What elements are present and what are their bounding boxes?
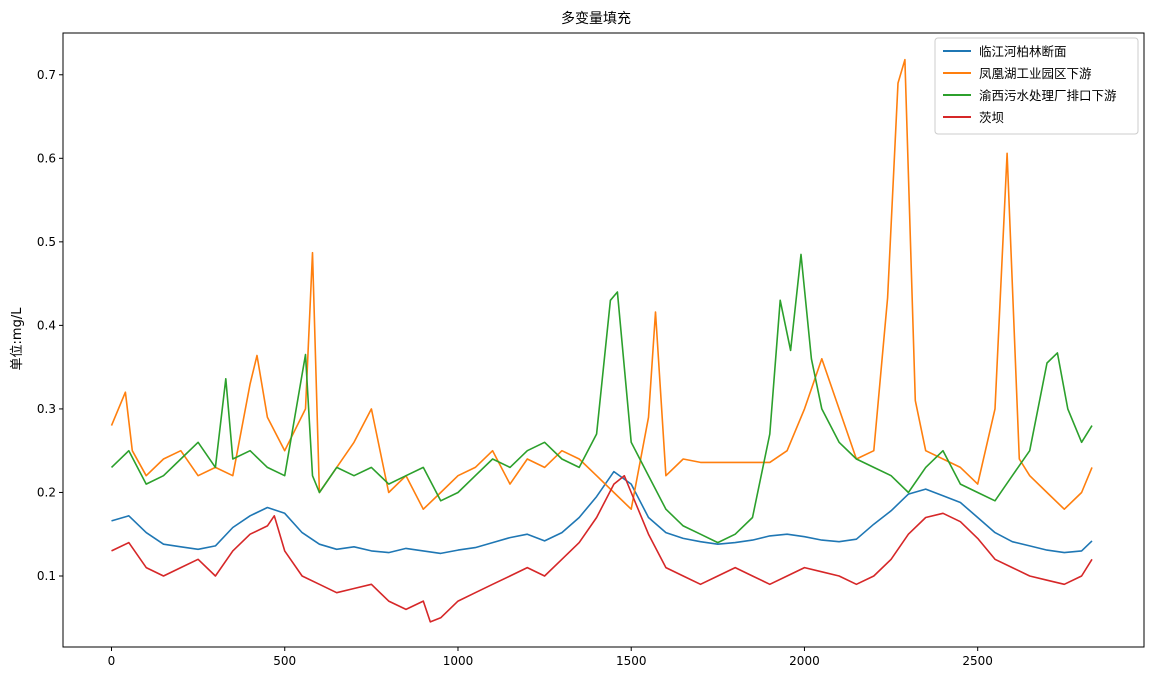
legend-label: 临江河柏林断面 xyxy=(979,44,1067,59)
y-tick-label: 0.5 xyxy=(37,235,56,249)
x-tick-label: 2000 xyxy=(789,654,820,668)
y-tick-label: 0.3 xyxy=(37,402,56,416)
y-tick-label: 0.7 xyxy=(37,68,56,82)
x-tick-label: 1000 xyxy=(443,654,474,668)
legend-label: 茨坝 xyxy=(979,110,1004,125)
series-layer xyxy=(110,58,1093,623)
series-line-3 xyxy=(110,253,1093,544)
series-line-2 xyxy=(110,58,1093,511)
legend-label: 渝西污水处理厂排口下游 xyxy=(979,88,1117,103)
plot-frame xyxy=(62,32,1145,648)
x-tick-label: 500 xyxy=(273,654,296,668)
y-tick-label: 0.6 xyxy=(37,151,56,165)
chart-title: 多变量填充 xyxy=(561,10,631,27)
series-line-4 xyxy=(111,474,1093,623)
plot-area xyxy=(62,32,1145,648)
legend-label: 凤凰湖工业园区下游 xyxy=(979,66,1092,81)
series-line-1 xyxy=(111,470,1093,555)
y-tick-label: 0.4 xyxy=(37,318,56,332)
y-tick-label: 0.2 xyxy=(37,485,56,499)
x-tick-label: 2500 xyxy=(962,654,993,668)
x-tick-label: 1500 xyxy=(616,654,647,668)
y-axis: 0.1 0.2 0.3 0.4 0.5 0.6 0.7 xyxy=(37,68,63,583)
x-axis: 0 500 1000 1500 2000 2500 xyxy=(108,647,993,668)
legend-box xyxy=(934,37,1139,135)
y-axis-label: 单位:mg/L xyxy=(10,307,25,371)
x-tick-label: 0 xyxy=(108,654,116,668)
y-tick-label: 0.1 xyxy=(37,569,56,583)
